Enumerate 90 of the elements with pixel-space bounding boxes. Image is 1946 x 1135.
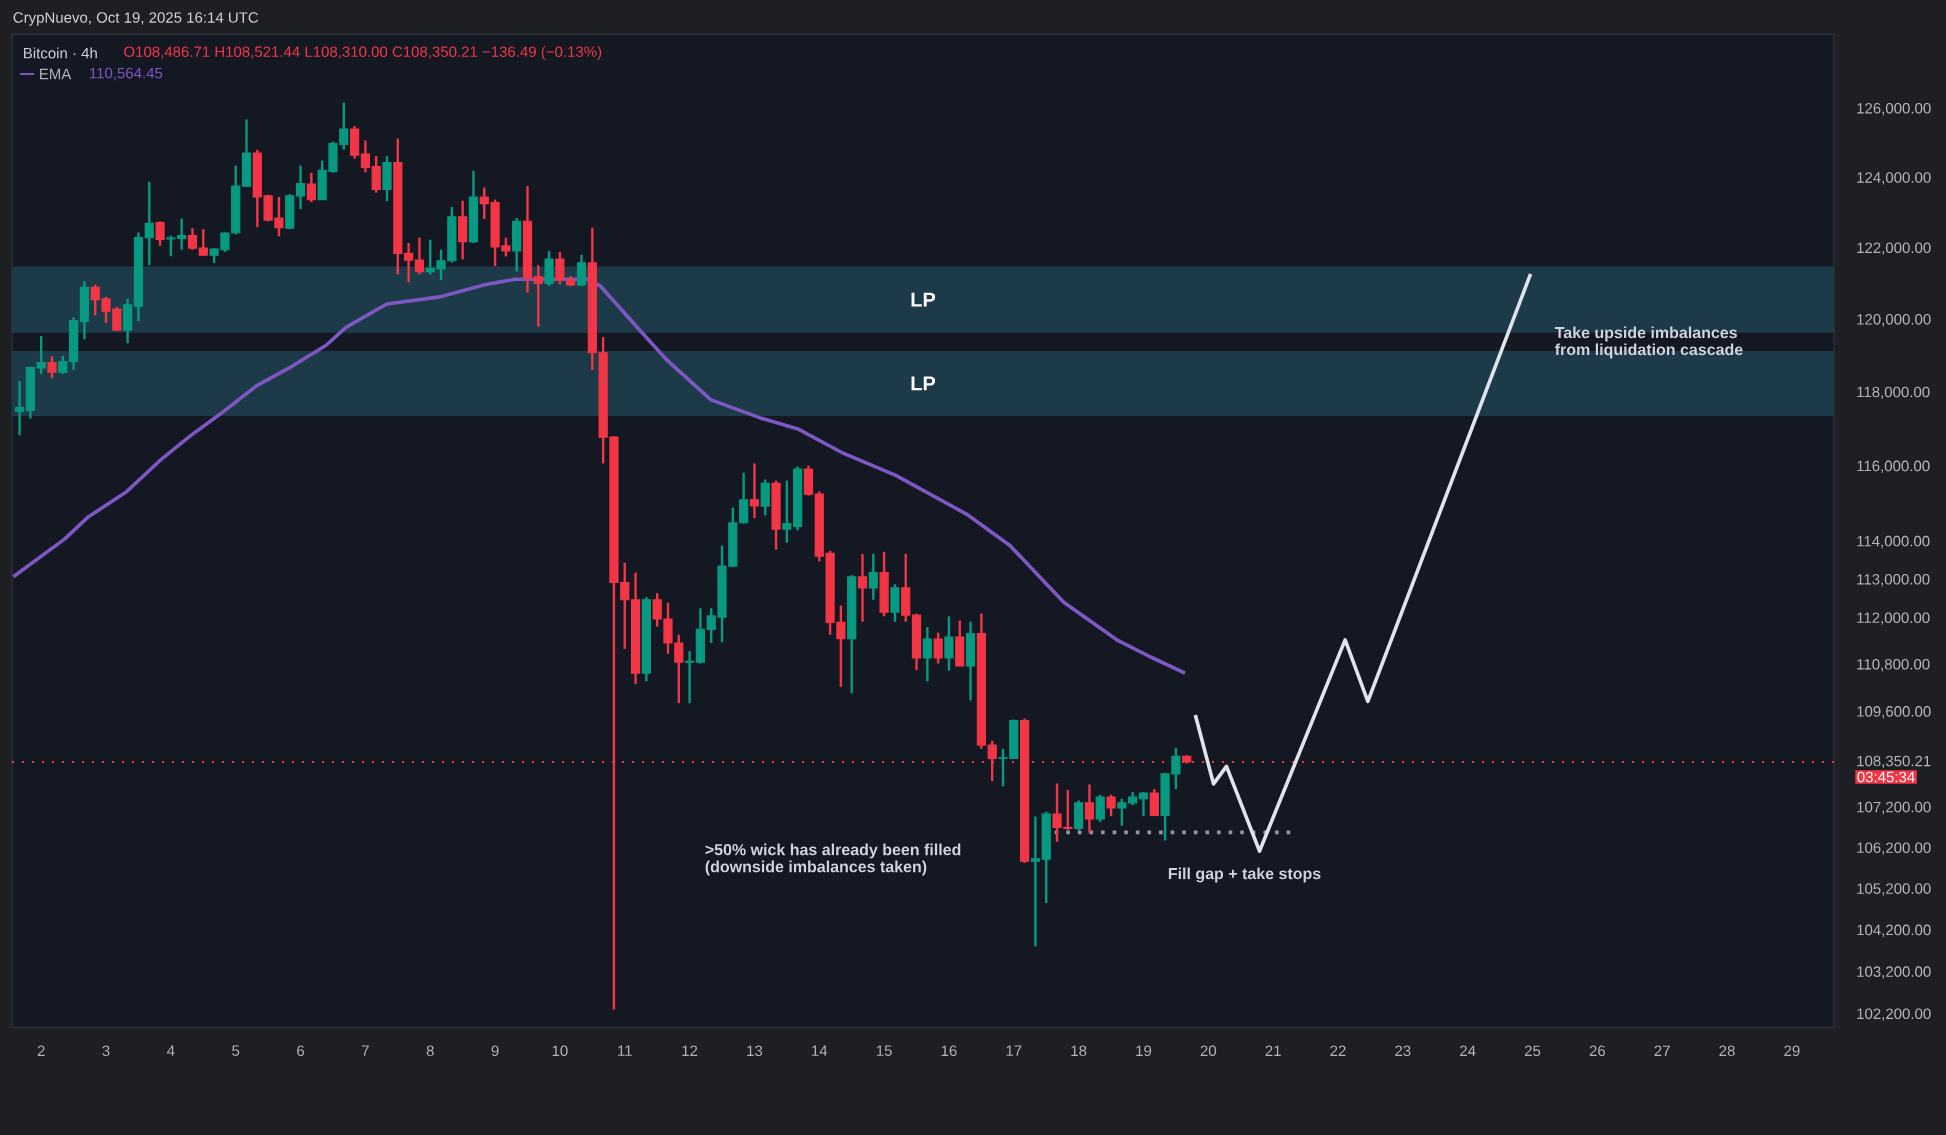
candlestick [1106, 793, 1116, 818]
candlestick [739, 471, 749, 525]
text: O108,486.71 H108,521.44 L108,310.00 C108,350.21 −136.49 (−0.13%) [124, 46, 602, 60]
y-tick-label: 114,000.00 [1857, 535, 1930, 549]
candlestick [14, 379, 25, 437]
annotation: from liquidation cascade [1554, 343, 1743, 359]
annotation: Take upside imbalances [1554, 326, 1737, 342]
candlestick [58, 354, 68, 376]
y-tick-label: 113,000.00 [1857, 573, 1930, 587]
y-tick-label: 109,600.00 [1857, 706, 1931, 719]
candlestick [922, 625, 932, 683]
candlestick [371, 154, 381, 194]
candlestick [944, 615, 954, 672]
x-tick-label: 26 [1589, 1045, 1606, 1057]
x-tick-label: 28 [1719, 1045, 1735, 1057]
x-tick-label: 4 [167, 1045, 175, 1056]
candlestick [187, 226, 198, 251]
candlestick [684, 649, 695, 705]
candlestick [360, 139, 371, 174]
x-tick-label: 9 [491, 1045, 499, 1057]
x-tick-label: 19 [1136, 1045, 1152, 1057]
x-tick-label: 5 [232, 1045, 240, 1056]
x-tick-label: 25 [1524, 1045, 1541, 1057]
candlestick [306, 171, 316, 204]
candlestick [1095, 793, 1105, 823]
annotation: 110,564.45 [90, 67, 163, 81]
x-tick-label: 15 [876, 1045, 892, 1056]
annotation: Fill gap + take stops [1168, 867, 1321, 883]
candlestick [198, 228, 208, 257]
y-tick-label: 102,200.00 [1857, 1008, 1931, 1021]
line-series [1193, 272, 1533, 853]
candlestick [749, 462, 760, 520]
y-tick-label: 103,200.00 [1857, 966, 1931, 979]
x-tick-label: 24 [1460, 1045, 1476, 1056]
x-tick-label: 27 [1654, 1045, 1670, 1056]
y-tick-label: 105,200.00 [1857, 883, 1931, 896]
x-tick-label: 13 [747, 1045, 763, 1057]
x-tick-label: 16 [941, 1045, 957, 1057]
x-tick-label: 23 [1395, 1045, 1411, 1057]
text: 03:45:34 [1857, 771, 1915, 783]
y-tick-label: 120,000.00 [1857, 314, 1931, 327]
candlestick [1030, 815, 1041, 948]
candlestick [403, 241, 414, 284]
candlestick [868, 552, 878, 601]
candlestick [36, 334, 46, 376]
band-label: LP [911, 292, 936, 307]
y-tick-label: 116,000.00 [1857, 460, 1930, 474]
candlestick [414, 236, 425, 276]
x-tick-label: 6 [297, 1045, 305, 1057]
y-tick-label: 122,000.00 [1857, 242, 1931, 255]
y-tick-label: 110,800.00 [1857, 658, 1930, 672]
y-tick-label: 107,200.00 [1857, 801, 1931, 815]
y-tick-label: 108,350.21 [1857, 755, 1931, 769]
candlestick [857, 552, 868, 623]
candlestick [155, 220, 165, 248]
candlestick [1149, 787, 1159, 818]
candlestick [576, 253, 587, 288]
candlestick [144, 180, 154, 267]
band-label: LP [911, 376, 936, 391]
text: CrypNuevo, Oct 19, 2025 16:14 UTC [13, 12, 259, 26]
x-tick-label: 8 [426, 1045, 434, 1057]
candlestick [295, 164, 306, 211]
candlestick [1084, 783, 1095, 834]
candlestick [933, 631, 943, 665]
y-tick-label: 106,200.00 [1857, 842, 1931, 855]
y-tick-label: 124,000.00 [1857, 172, 1931, 185]
candlestick [533, 263, 543, 328]
x-tick-label: 20 [1200, 1045, 1217, 1057]
candlestick [47, 355, 57, 380]
text: Bitcoin · 4h [24, 47, 97, 59]
x-tick-label: 29 [1784, 1045, 1800, 1057]
legend-label: EMA [40, 68, 72, 80]
x-tick-label: 12 [682, 1045, 698, 1056]
x-tick-label: 14 [812, 1045, 828, 1056]
candlestick [760, 478, 770, 517]
y-tick-label: 126,000.00 [1857, 102, 1931, 116]
x-tick-label: 18 [1071, 1045, 1087, 1057]
annotation: >50% wick has already been filled [705, 843, 961, 859]
x-tick-label: 21 [1265, 1045, 1281, 1056]
x-tick-label: 2 [37, 1045, 45, 1056]
x-tick-label: 7 [361, 1045, 369, 1056]
x-tick-label: 3 [102, 1045, 110, 1057]
x-tick-label: 11 [618, 1045, 632, 1056]
x-tick-label: 10 [552, 1045, 568, 1057]
y-tick-label: 112,000.00 [1857, 612, 1930, 625]
x-tick-label: 22 [1330, 1045, 1346, 1056]
x-tick-label: 17 [1006, 1045, 1022, 1056]
annotation: (downside imbalances taken) [705, 860, 927, 876]
y-tick-label: 104,200.00 [1857, 924, 1931, 938]
y-tick-label: 118,000.00 [1857, 386, 1930, 400]
